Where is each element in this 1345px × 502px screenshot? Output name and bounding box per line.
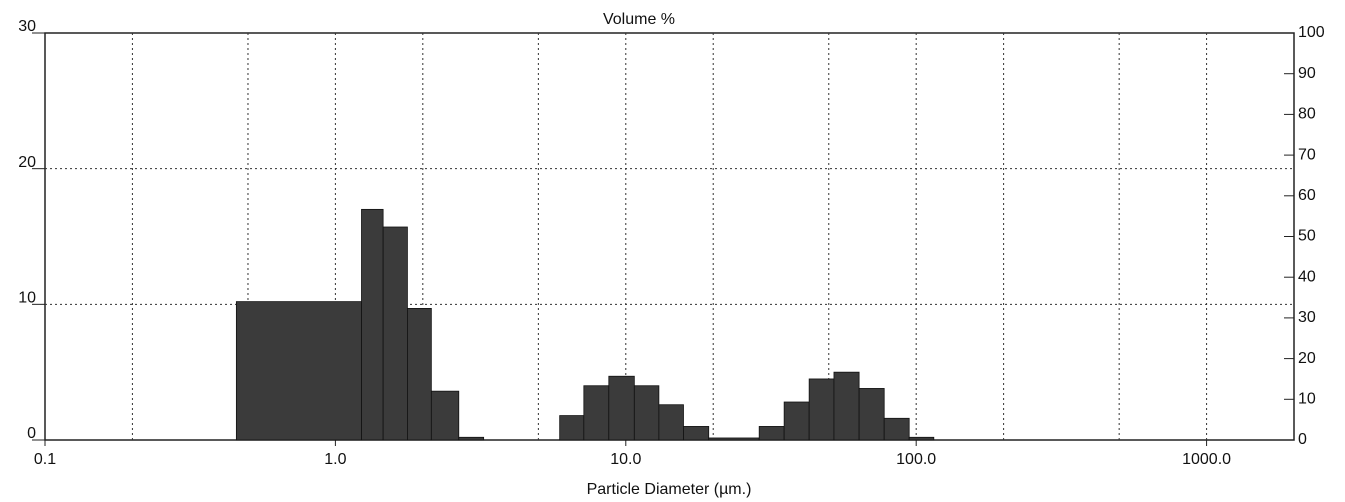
x-tick-label: 0.1 bbox=[34, 451, 56, 468]
x-tick-label: 1000.0 bbox=[1182, 451, 1231, 468]
bar bbox=[560, 416, 584, 440]
bar bbox=[383, 227, 407, 440]
x-tick-label: 1.0 bbox=[324, 451, 346, 468]
bar bbox=[407, 308, 431, 440]
page: Volume % Particle Diameter (µm.) 0 10 20 30… bbox=[0, 0, 1345, 502]
bar bbox=[236, 302, 361, 440]
y2-tick-label: 40 bbox=[1298, 268, 1316, 285]
y2-tick-label: 20 bbox=[1298, 350, 1316, 367]
bar bbox=[884, 418, 909, 440]
bar bbox=[834, 372, 859, 440]
bar bbox=[584, 386, 609, 440]
bar bbox=[759, 426, 784, 440]
bar bbox=[609, 376, 635, 440]
plot-frame bbox=[45, 33, 1294, 440]
bar bbox=[683, 426, 708, 440]
bar bbox=[459, 437, 484, 440]
x-axis-label: Particle Diameter (µm.) bbox=[587, 481, 752, 498]
x-tick-label: 100.0 bbox=[896, 451, 936, 468]
y2-tick-label: 70 bbox=[1298, 146, 1316, 163]
chart: Volume % Particle Diameter (µm.) 0 10 20 30… bbox=[0, 0, 1345, 502]
y2-tick-label: 10 bbox=[1298, 391, 1316, 408]
bar bbox=[431, 391, 458, 440]
y2-tick-label: 60 bbox=[1298, 187, 1316, 204]
bar bbox=[859, 388, 884, 440]
chart-title: Volume % bbox=[603, 11, 675, 28]
y2-tick-label: 30 bbox=[1298, 309, 1316, 326]
bar bbox=[659, 405, 684, 440]
bar bbox=[809, 379, 834, 440]
y2-tick-label: 80 bbox=[1298, 106, 1316, 123]
bar bbox=[909, 437, 934, 440]
y2-tick-label: 50 bbox=[1298, 228, 1316, 245]
x-tick-label: 10.0 bbox=[610, 451, 641, 468]
bar bbox=[634, 386, 659, 440]
bar bbox=[709, 438, 759, 440]
y2-tick-label: 0 bbox=[1298, 431, 1307, 448]
bar bbox=[362, 209, 384, 440]
y2-tick-label: 100 bbox=[1298, 24, 1325, 41]
bar bbox=[784, 402, 809, 440]
y2-tick-label: 90 bbox=[1298, 65, 1316, 82]
